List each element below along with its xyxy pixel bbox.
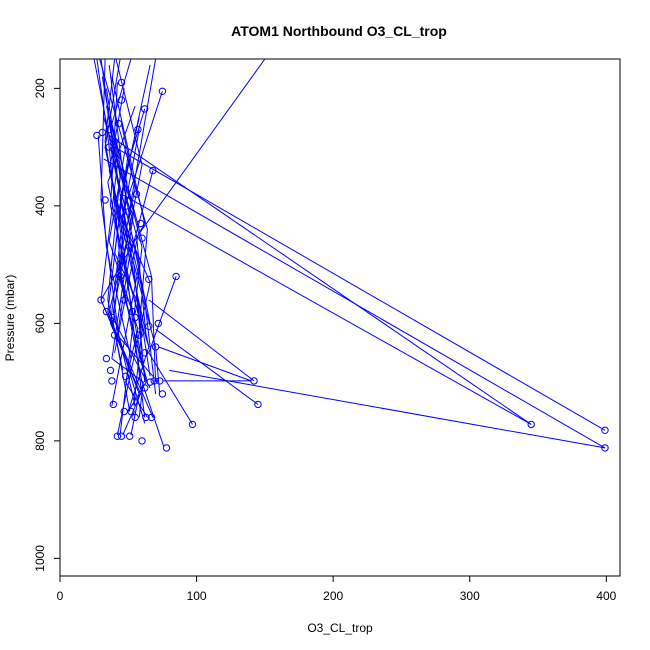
data-point [136,219,145,228]
x-tick-label: 0 [57,589,64,603]
data-point [110,331,119,339]
x-tick-label: 400 [596,589,616,603]
data-point [121,372,130,380]
data-point [250,377,258,385]
data-point [126,432,134,440]
data-point [131,413,139,422]
data-point [134,125,142,134]
data-point [138,234,146,242]
data-point [162,444,171,452]
data-point [145,322,153,330]
y-tick-label: 400 [33,196,47,216]
series-line [114,152,151,377]
data-point [141,105,149,113]
data-point [135,331,143,339]
y-tick-label: 1000 [33,545,47,572]
series-line [148,299,255,382]
y-tick-label: 800 [33,431,47,451]
data-point [108,313,116,322]
data-point [147,413,156,422]
series-line [108,134,532,425]
data-point [141,349,149,357]
y-axis-label: Pressure (mbar) [3,275,17,362]
x-tick-label: 100 [187,589,207,603]
data-point [120,296,128,304]
series-line [99,59,148,330]
data-point [527,420,535,429]
data-point [254,400,262,409]
data-point [188,420,197,429]
data-point [113,432,122,440]
data-point [149,166,157,175]
plot-area [59,58,621,577]
data-point [601,426,609,434]
y-axis: 200 400 600 800 1000 [33,78,60,572]
data-point [101,196,109,204]
plot-content [93,59,609,452]
data-point [93,131,101,140]
data-point [115,119,123,128]
series-line [114,146,606,431]
data-point [145,275,153,283]
data-point [146,378,154,386]
data-point [126,243,134,251]
series-line [119,117,157,394]
data-point [102,307,111,316]
series-line [114,59,266,353]
x-axis-label: O3_CL_trop [307,621,373,635]
data-point [601,444,609,452]
x-tick-label: 300 [460,589,480,603]
data-point [128,307,137,316]
data-point [117,78,126,87]
data-point [132,190,141,198]
x-tick-label: 200 [323,589,343,603]
y-tick-label: 200 [33,78,47,98]
series-line [103,158,606,449]
series-line [158,346,252,382]
data-point [154,319,163,328]
data-point [158,390,167,398]
series-line [108,129,151,389]
data-point [97,296,105,304]
y-tick-label: 600 [33,313,47,333]
data-point [116,272,124,281]
series-line [169,369,606,449]
data-point [112,155,120,163]
data-point [151,343,160,351]
data-point [105,143,113,151]
series-line [97,135,132,359]
chart-title: ATOM1 Northbound O3_CL_trop [231,23,447,39]
series-line [103,117,144,418]
data-point [124,208,133,216]
data-point [108,377,116,385]
series-group [93,59,609,452]
series-line [148,276,193,425]
series-line [121,193,532,425]
data-point [106,366,115,375]
data-point [102,354,111,363]
data-point [131,313,139,322]
data-point [158,87,167,96]
data-point [110,137,119,146]
data-point [117,96,126,104]
data-point [109,400,118,409]
data-point [141,384,149,392]
series-line [155,328,259,405]
data-point [117,432,126,440]
data-point [172,272,180,281]
series-line [108,88,143,353]
data-point [105,125,113,134]
data-point [142,413,150,422]
data-point [98,128,107,137]
data-point [156,377,164,385]
data-point [138,437,146,445]
x-axis: 0 100 200 300 400 [57,576,617,603]
data-point [150,377,158,385]
data-point [127,407,135,416]
